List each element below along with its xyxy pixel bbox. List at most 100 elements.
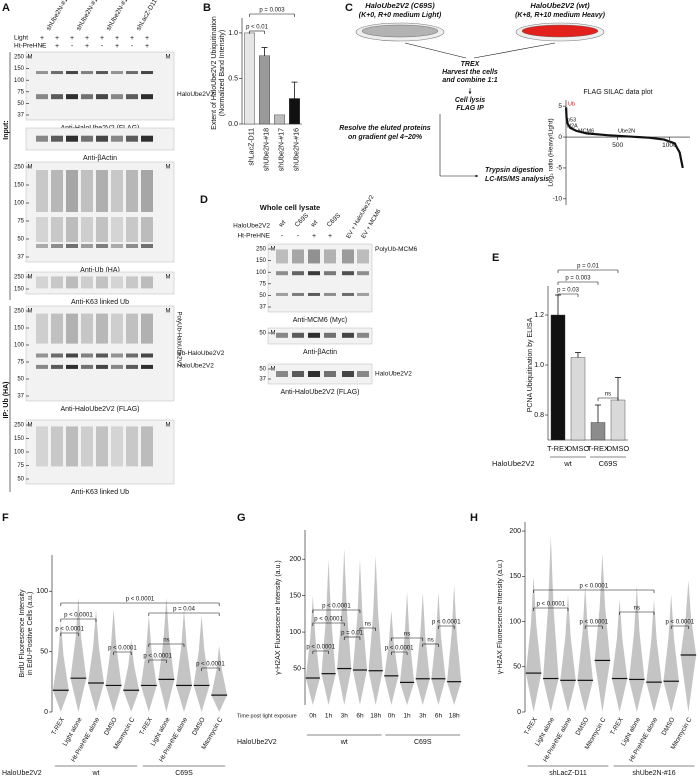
blot-band xyxy=(276,249,288,264)
label: IP: Ub (HA) xyxy=(3,382,10,419)
blot-band xyxy=(96,313,108,344)
y-tick-label: 200 xyxy=(289,556,301,563)
label: HaloUbe2V2 xyxy=(233,223,270,230)
blot-band xyxy=(141,94,153,100)
y-axis-label: BrdU Fluorescence Intensity xyxy=(19,589,26,677)
point-cloud xyxy=(105,609,122,712)
p-value: ns xyxy=(605,392,611,398)
blot-band xyxy=(81,217,93,242)
blot-band xyxy=(51,353,63,358)
y-tick-label: 1.0 xyxy=(228,30,238,37)
mw-label: 100 xyxy=(14,450,25,456)
blot-band xyxy=(51,94,63,100)
p-value: ns xyxy=(365,622,371,628)
dish-cells xyxy=(361,24,439,38)
mw-label: 37 xyxy=(17,255,24,261)
blot-band xyxy=(96,353,108,358)
p-value: p < 0.0001 xyxy=(666,620,695,626)
blot-band xyxy=(96,244,108,248)
marker-label: M xyxy=(271,247,276,253)
blot-band xyxy=(357,332,369,338)
band-label: HaloUbe2V2 xyxy=(177,363,214,370)
blot-band xyxy=(308,292,320,296)
blot-band xyxy=(357,292,369,296)
blot-caption: Anti-βActin xyxy=(303,349,337,356)
blot-caption: Anti-MCM6 (Myc) xyxy=(293,317,347,324)
marker-label: M xyxy=(166,309,171,315)
label: + xyxy=(100,35,104,42)
blot-band xyxy=(111,71,123,75)
label: + xyxy=(145,43,149,50)
x-tick-label: T-REX xyxy=(547,444,569,453)
p-value: p < 0.0001 xyxy=(64,613,93,619)
bar xyxy=(244,32,255,125)
blot-band xyxy=(36,135,48,142)
blot-band xyxy=(96,364,108,369)
label: Ht-PreHNE xyxy=(237,233,270,240)
blot-caption: Anti-K63 linked Ub xyxy=(71,489,129,496)
x-tick-label: 0h xyxy=(388,713,396,720)
label: Cell lysis xyxy=(455,97,485,104)
blot-band xyxy=(141,244,153,248)
y-tick-label: 100 xyxy=(289,629,301,636)
point-cloud xyxy=(525,576,542,712)
data-line xyxy=(565,107,684,169)
blot xyxy=(25,419,175,485)
x-tick-label: 6h xyxy=(435,713,443,720)
mw-label: 50 xyxy=(259,331,266,337)
y-tick-label: 0 xyxy=(44,709,48,716)
blot-band xyxy=(141,364,153,369)
p-value: p < 0.0001 xyxy=(306,645,335,651)
point-cloud xyxy=(88,609,104,712)
blot-band xyxy=(81,426,93,467)
label: LC-MS/MS analysis xyxy=(485,176,549,183)
point-cloud xyxy=(447,584,462,705)
mw-label: 75 xyxy=(17,89,24,95)
point-cloud xyxy=(560,594,576,712)
label: on gradient gel 4~20% xyxy=(348,134,423,141)
blot-band xyxy=(276,271,288,276)
mw-label: 100 xyxy=(14,78,25,84)
mw-label: 250 xyxy=(14,55,25,61)
x-tick-label: 3h xyxy=(341,713,349,720)
blot-band xyxy=(126,217,138,242)
p-value: p < 0.0001 xyxy=(108,646,137,652)
label: - xyxy=(281,233,284,240)
blot-caption: Anti-HaloUbe2V2 (FLAG) xyxy=(281,389,360,396)
p-value: p = 0.003 xyxy=(565,276,591,282)
blot-band xyxy=(96,71,108,75)
blot-band xyxy=(111,170,123,212)
label: HaloUbe2V2 (wt) xyxy=(530,1,590,10)
blot-band xyxy=(81,94,93,100)
y-tick-label: 0.5 xyxy=(228,75,238,82)
marker-label: M xyxy=(166,423,171,429)
blot-band xyxy=(126,276,138,289)
p-value: p < 0.0001 xyxy=(196,662,225,668)
label: - xyxy=(131,43,134,50)
group-label: wt xyxy=(92,770,100,777)
p-value: p < 0.0001 xyxy=(580,620,609,626)
band-label: Ub-HaloUbe2V2 xyxy=(177,350,225,357)
label: + xyxy=(328,233,332,240)
label: Resolve the eluted proteins xyxy=(339,125,431,132)
flow-line xyxy=(473,42,556,59)
blot-band xyxy=(51,313,63,344)
blot-band xyxy=(292,371,304,377)
point-label: H2A xyxy=(567,123,578,129)
mw-label: 250 xyxy=(14,165,25,171)
marker-label: M xyxy=(271,331,276,337)
label: + xyxy=(55,35,59,42)
mw-label: 75 xyxy=(259,281,266,287)
point-cloud xyxy=(123,639,140,712)
blot-band xyxy=(342,249,354,264)
bar xyxy=(550,314,566,441)
y-axis-label: γ-H2AX Fluorescence Intensity (a.u.) xyxy=(275,560,282,674)
blot-band xyxy=(111,135,123,142)
blot-band xyxy=(276,371,288,377)
blot-band xyxy=(141,426,153,467)
group-label: C69S xyxy=(175,770,193,777)
p-value: p < 0.0001 xyxy=(314,617,343,623)
blot-caption: Anti-HaloUbe2V2 (FLAG) xyxy=(61,406,140,413)
mw-label: 150 xyxy=(14,436,25,442)
p-value: ns xyxy=(163,638,169,644)
